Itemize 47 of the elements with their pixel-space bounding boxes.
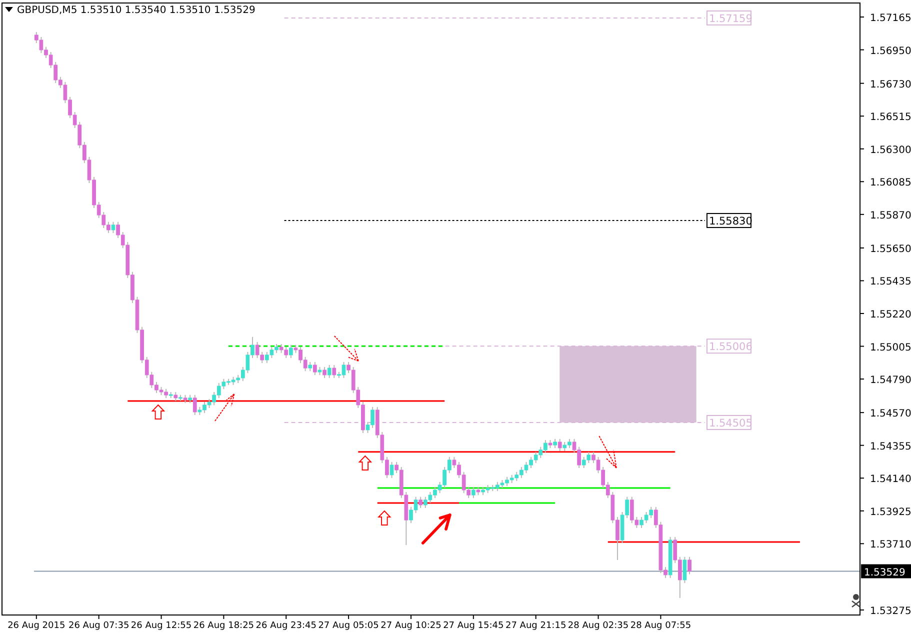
y-tick-label: 1.55005 [870, 342, 911, 354]
candlestick [288, 344, 293, 359]
x-tick-label: 27 Aug 21:15 [506, 621, 566, 631]
ref-line-label: 1.53529 [864, 567, 906, 578]
y-tick-label: 1.54355 [870, 441, 911, 452]
x-tick-label: 27 Aug 10:25 [380, 621, 442, 631]
candlestick [111, 221, 116, 234]
y-tick-label: 1.53710 [870, 540, 911, 551]
y-tick-label: 1.55220 [870, 309, 911, 320]
y-tick-label: 1.56085 [870, 178, 911, 189]
candlestick [192, 394, 197, 416]
candlestick [471, 486, 476, 499]
ref-line-label: 1.54505 [708, 417, 752, 430]
candlestick [553, 438, 557, 449]
x-tick-label: 26 Aug 2015 [8, 621, 66, 631]
y-tick-label: 1.55650 [870, 244, 911, 255]
x-tick-label: 27 Aug 15:45 [443, 621, 504, 631]
x-tick-label: 27 Aug 05:05 [318, 621, 379, 631]
y-tick-label: 1.55870 [870, 210, 911, 222]
candlestick [322, 366, 326, 378]
x-tick-label: 28 Aug 02:35 [568, 621, 629, 631]
candlestick [332, 364, 336, 378]
y-tick-label: 1.54140 [870, 474, 911, 486]
y-tick-label: 1.54570 [870, 408, 911, 420]
y-tick-label: 1.57165 [870, 13, 911, 24]
y-tick-label: 1.53275 [870, 606, 911, 617]
chart-title: GBPUSD,M5 1.53510 1.53540 1.53510 1.53529 [17, 5, 256, 16]
candlestick [313, 361, 317, 376]
candlestick [390, 461, 394, 478]
y-tick-label: 1.55435 [870, 276, 911, 288]
x-tick-label: 28 Aug 07:55 [630, 621, 692, 631]
y-tick-label: 1.56950 [870, 46, 911, 57]
y-tick-label: 1.56730 [870, 79, 911, 90]
x-tick-label: 26 Aug 07:35 [68, 621, 130, 631]
candlestick [418, 496, 423, 508]
x-tick-label: 26 Aug 18:25 [193, 621, 254, 631]
x-tick-label: 26 Aug 23:45 [256, 621, 316, 631]
candlestick [308, 361, 312, 372]
candlestick [558, 438, 562, 452]
y-tick-label: 1.53925 [870, 506, 911, 518]
x-tick-label: 26 Aug 12:55 [130, 621, 192, 631]
candlestick [688, 556, 692, 575]
y-tick-label: 1.54790 [870, 375, 911, 386]
candlestick [682, 556, 687, 584]
y-tick-label: 1.56515 [870, 112, 911, 124]
y-tick-label: 1.56300 [870, 144, 911, 156]
candlestick [327, 364, 332, 378]
